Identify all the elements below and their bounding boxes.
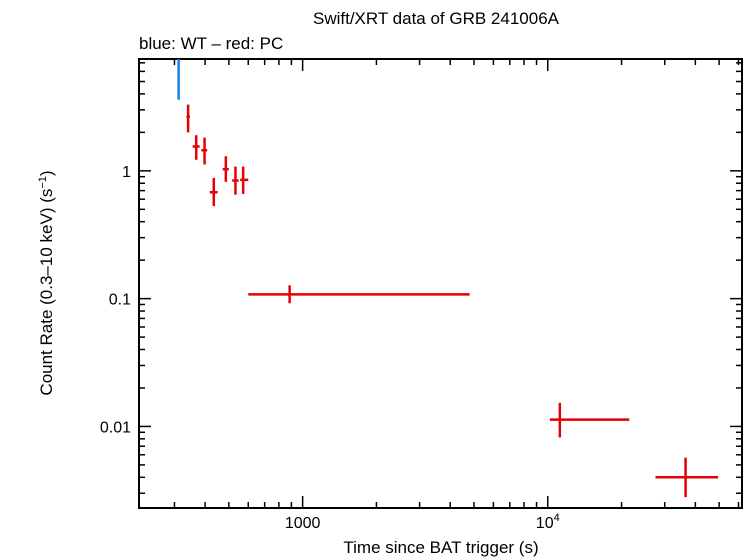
y-tick-label: 0.01 <box>100 419 131 436</box>
y-tick-label: 1 <box>122 164 131 181</box>
y-axis-label: Count Rate (0.3–10 keV) (s−1) <box>37 170 56 395</box>
series-wt <box>177 59 180 100</box>
axis-tick-labels: 1000 104 1 0.1 0.01 <box>100 164 560 532</box>
plot-frame <box>138 58 743 509</box>
y-axis-label-main: Count Rate (0.3–10 keV) (s <box>37 189 56 396</box>
x-tick-label: 104 <box>536 512 560 532</box>
series-pc <box>186 104 719 498</box>
y-tick-label: 0.1 <box>109 292 131 309</box>
x-tick-label-exponent: 4 <box>554 512 560 524</box>
x-axis-label: Time since BAT trigger (s) <box>343 538 538 557</box>
x-tick-label: 1000 <box>285 515 321 532</box>
x-tick-label-base: 10 <box>536 515 554 532</box>
y-axis-label-close: ) <box>37 170 56 176</box>
data-points <box>177 59 719 498</box>
chart-title: Swift/XRT data of GRB 241006A <box>313 9 560 28</box>
y-axis-label-exponent: −1 <box>37 176 49 189</box>
axis-ticks <box>139 59 742 508</box>
chart-subtitle: blue: WT – red: PC <box>139 34 283 53</box>
